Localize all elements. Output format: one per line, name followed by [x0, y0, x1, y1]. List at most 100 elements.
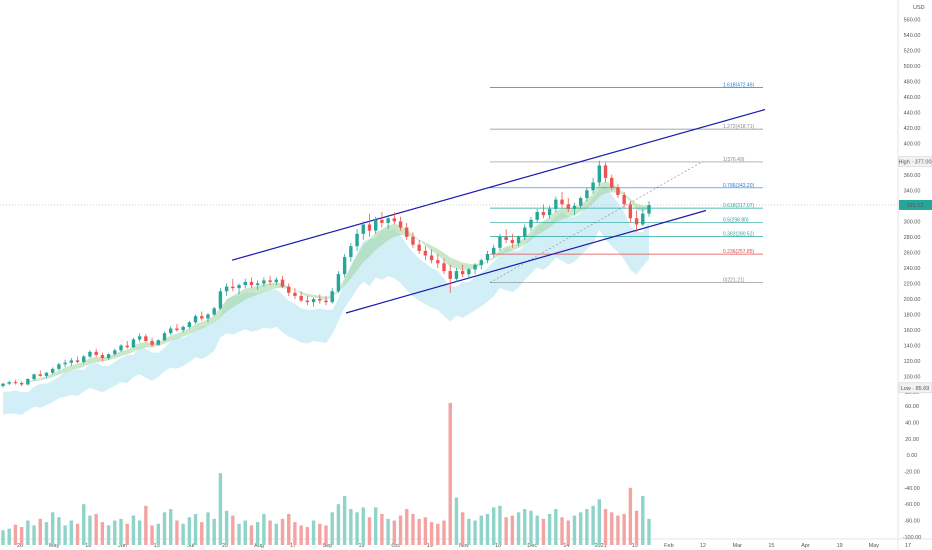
time-tick-label: Apr — [801, 543, 810, 549]
volume-tick-label: 0.00 — [907, 453, 918, 459]
time-tick-label: Aug — [254, 543, 264, 549]
volume-bar — [411, 513, 415, 545]
volume-bar — [349, 509, 353, 545]
volume-bar — [473, 520, 477, 545]
volume-bar — [634, 510, 639, 545]
candle-body — [19, 382, 24, 385]
candle-body — [175, 328, 179, 331]
candle-body — [262, 280, 266, 284]
volume-bar — [566, 520, 570, 545]
volume-bar — [7, 528, 11, 545]
candle-body — [169, 328, 173, 334]
candle-body — [231, 286, 235, 289]
candle-body — [560, 199, 564, 205]
volume-bar — [1, 530, 5, 545]
fib-level-label: 1.618(472.46) — [723, 82, 754, 88]
fibonacci-retracement[interactable]: 1.618(472.46) 1.272(418.71) 1(376.49) 0.786… — [489, 82, 763, 284]
volume-bar — [578, 512, 583, 545]
candle-body — [150, 340, 154, 345]
candle-body — [585, 190, 589, 199]
candle-body — [63, 362, 67, 365]
candle-body — [200, 316, 204, 319]
time-tick-label: Nov — [459, 543, 469, 549]
candle-body — [162, 333, 167, 341]
candle-body — [137, 336, 142, 340]
volume-bar — [523, 509, 527, 545]
volume-bar — [423, 517, 428, 545]
time-axis: 20 May 18 Jun 15 Jul 20 Aug 17 Sep 19 Oct 19 Nov 16 Dec… — [17, 543, 911, 549]
volume-bar — [492, 507, 496, 545]
volume-bar — [237, 523, 241, 545]
candle-body — [554, 199, 558, 209]
candle-body — [13, 382, 18, 384]
candle-body — [510, 240, 515, 244]
volume-bar — [504, 517, 508, 545]
volume-bar — [585, 509, 589, 545]
volume-bar — [436, 523, 440, 545]
volume-tick-label: -80.00 — [904, 519, 920, 525]
candle-body — [299, 295, 303, 301]
price-tick-label: 100.00 — [904, 375, 921, 381]
candle-body — [342, 257, 347, 275]
volume-tick-label: -20.00 — [904, 470, 920, 476]
volume-bar — [57, 517, 61, 545]
time-tick-label: 19 — [427, 543, 433, 549]
candle-body — [106, 354, 111, 359]
volume-bar — [554, 509, 558, 545]
candle-body — [504, 236, 508, 240]
candle-body — [628, 204, 633, 219]
volume-bar — [429, 522, 434, 545]
candle-body — [119, 345, 123, 351]
candle-body — [361, 224, 365, 234]
volume-bar — [510, 515, 515, 545]
volume-bar — [355, 512, 359, 545]
volume-bar — [262, 513, 266, 545]
time-tick-label: 2021 — [594, 543, 606, 549]
volume-bar — [150, 525, 154, 545]
volume-bar — [448, 402, 452, 545]
time-tick-label: May — [49, 543, 60, 549]
volume-bar — [175, 520, 179, 545]
candle-body — [367, 224, 372, 231]
volume-bar — [442, 520, 446, 545]
volume-bar — [94, 513, 98, 545]
high-label: High · 377.00 — [898, 160, 931, 166]
candle-body — [280, 279, 285, 287]
volume-bar — [287, 513, 291, 545]
volume-bar — [641, 496, 645, 545]
candle-body — [572, 205, 577, 209]
volume-tick-label: -100.00 — [903, 535, 922, 541]
volume-bar — [249, 525, 254, 545]
candle-body — [156, 340, 160, 345]
trend-channel[interactable] — [231, 108, 766, 314]
volume-bar — [392, 520, 397, 545]
candle-body — [473, 264, 477, 270]
volume-bar — [560, 517, 564, 545]
time-tick-label: Jun — [118, 543, 127, 549]
time-tick-label: 17 — [290, 543, 296, 549]
candle-body — [448, 271, 452, 279]
candle-body — [293, 292, 297, 296]
volume-bar — [547, 513, 552, 545]
fast-ma-band — [3, 181, 649, 384]
candle-body — [516, 236, 521, 244]
candle-body — [641, 213, 645, 225]
volume-bar — [218, 473, 223, 545]
volume-bar — [137, 520, 142, 545]
volume-bar — [181, 523, 185, 545]
volume-bar — [318, 523, 322, 545]
fib-level-label: 0.5(298.80) — [723, 217, 749, 223]
volume-bar — [44, 522, 49, 545]
candle-body — [535, 212, 539, 220]
volume-bar — [572, 515, 577, 545]
fib-level-label: 0.786(343.20) — [723, 183, 754, 189]
candle-body — [460, 271, 465, 275]
candle-body — [181, 326, 185, 331]
volume-bar — [231, 515, 235, 545]
fib-level-label: 1(376.49) — [723, 157, 745, 163]
candle-body — [597, 165, 602, 183]
time-tick-label: 15 — [154, 543, 160, 549]
volume-tick-label: 20.00 — [905, 437, 919, 443]
candle-body — [305, 300, 310, 303]
